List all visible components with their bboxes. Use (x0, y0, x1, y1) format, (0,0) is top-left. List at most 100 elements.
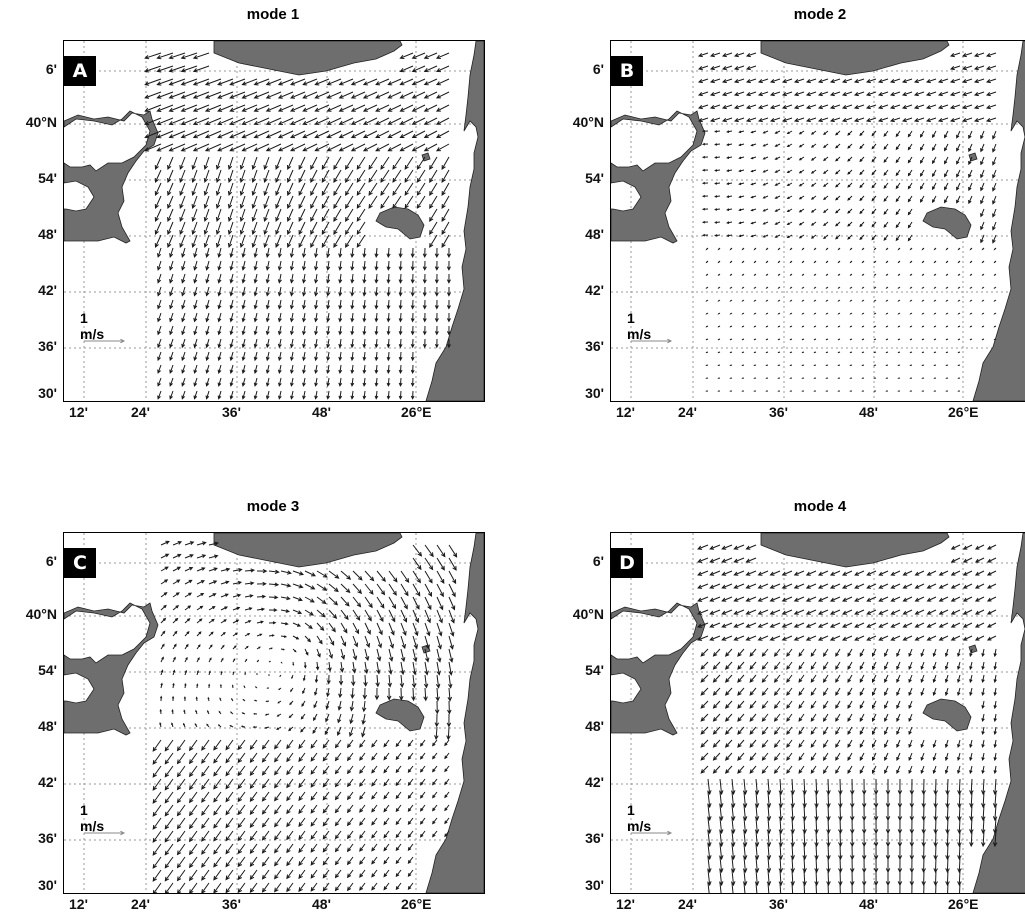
current-vector (361, 713, 366, 725)
current-vector (398, 247, 403, 258)
current-vector (278, 377, 282, 387)
current-vector (921, 817, 926, 835)
current-vector (741, 247, 745, 251)
current-vector (286, 765, 294, 776)
current-vector (253, 390, 258, 400)
current-vector (913, 117, 925, 123)
current-vector (745, 52, 757, 58)
current-vector (395, 791, 402, 800)
current-vector (841, 609, 853, 615)
current-vector (790, 830, 795, 848)
current-vector (745, 91, 757, 97)
current-vector (340, 635, 347, 647)
current-vector (240, 725, 246, 728)
current-vector (761, 726, 769, 735)
current-vector (883, 208, 889, 215)
current-vector (913, 104, 925, 110)
current-vector (422, 338, 427, 349)
current-vector (180, 65, 198, 73)
current-vector (345, 182, 354, 196)
current-vector (326, 390, 330, 400)
current-vector (769, 104, 781, 110)
current-vector (346, 739, 354, 749)
current-vector (769, 583, 781, 589)
current-vector (333, 221, 342, 235)
current-vector (921, 390, 925, 392)
current-vector (321, 221, 330, 235)
current-vector (383, 752, 390, 761)
current-vector (993, 325, 997, 328)
current-vector (395, 752, 402, 761)
current-vector (217, 338, 222, 349)
current-vector (432, 778, 438, 786)
current-vector (201, 882, 210, 893)
current-vector (179, 169, 186, 184)
current-vector (352, 635, 359, 648)
current-vector (196, 656, 200, 663)
current-vector (798, 208, 805, 213)
current-vector (302, 338, 306, 349)
current-vector (801, 247, 805, 251)
current-vector (945, 390, 949, 392)
current-vector (383, 765, 390, 774)
current-vector (205, 247, 210, 258)
current-vector (762, 169, 769, 173)
current-vector (208, 541, 220, 546)
current-vector (697, 52, 709, 58)
current-vector (181, 364, 186, 374)
current-vector (810, 713, 817, 722)
current-vector (371, 791, 378, 800)
current-vector (289, 700, 294, 706)
current-vector (717, 247, 721, 251)
current-vector (937, 91, 949, 97)
current-vector (750, 169, 757, 173)
current-vector (733, 609, 745, 615)
current-vector (432, 791, 438, 799)
current-vector (292, 635, 300, 640)
current-vector (968, 156, 973, 166)
current-vector (931, 195, 937, 204)
current-vector (292, 596, 303, 602)
current-vector (773, 687, 781, 696)
current-vector (371, 869, 378, 878)
current-vector (213, 765, 222, 777)
current-vector (169, 273, 174, 284)
current-vector (777, 247, 781, 251)
current-vector (755, 882, 758, 893)
current-vector (404, 169, 414, 183)
current-vector (434, 273, 439, 284)
current-vector (718, 830, 724, 848)
current-vector (741, 338, 745, 341)
current-vector (897, 791, 903, 809)
current-vector (169, 312, 174, 323)
current-vector (446, 273, 451, 284)
current-vector (947, 882, 949, 893)
current-vector (334, 869, 342, 879)
current-vector (435, 78, 450, 86)
current-vector (229, 312, 234, 323)
current-vector (154, 195, 162, 210)
current-vector (938, 570, 949, 576)
current-vector (423, 117, 438, 125)
current-vector (823, 208, 829, 214)
current-vector (801, 377, 805, 379)
current-vector (359, 869, 366, 878)
current-vector (176, 843, 186, 856)
current-vector (871, 221, 877, 228)
current-vector (878, 622, 889, 628)
current-vector (220, 631, 226, 637)
current-vector (213, 791, 222, 803)
panel-letter-badge: D (611, 548, 643, 578)
current-vector (220, 593, 229, 598)
current-vector (992, 221, 997, 231)
current-vector (169, 247, 174, 258)
current-vector (986, 622, 997, 628)
current-vector (921, 791, 926, 809)
current-vector (885, 805, 891, 822)
current-vector (196, 644, 201, 650)
current-vector (302, 143, 318, 152)
current-vector (191, 208, 198, 223)
current-vector (935, 882, 937, 893)
current-vector (810, 234, 817, 239)
current-vector (753, 325, 757, 328)
